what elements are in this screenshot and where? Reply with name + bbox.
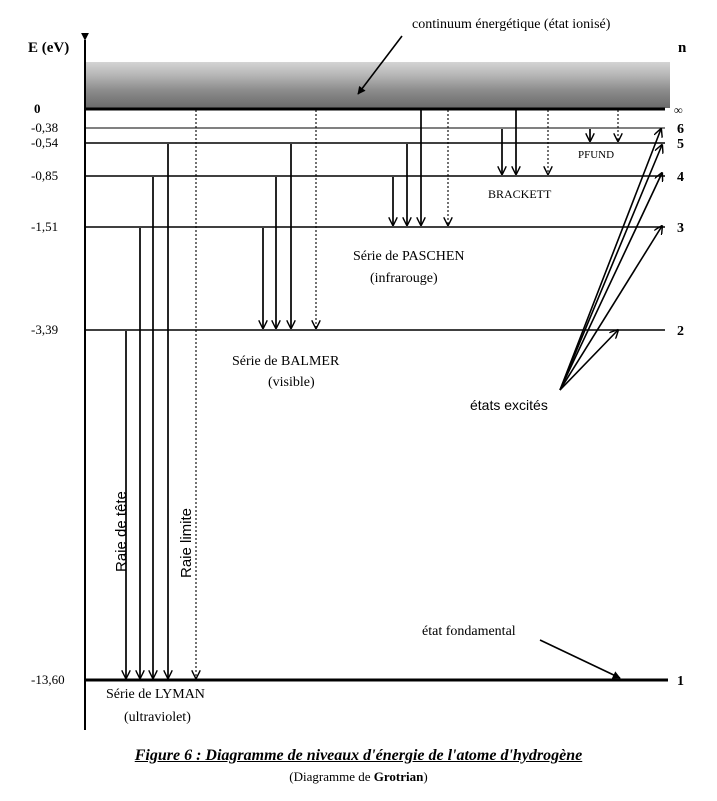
etat-fondamental-label: état fondamental xyxy=(422,624,516,639)
lyman-label-1: Série de LYMAN xyxy=(106,687,205,702)
energy-label-1: -13,60 xyxy=(31,672,65,687)
n-label-5: 5 xyxy=(677,137,684,152)
energy-levels: 0 ∞ -0,38 6 -0,54 5 -0,85 4 -1,51 3 -3,39 2 -13,60 1 xyxy=(31,101,684,689)
etats-excites-label: états excités xyxy=(470,397,548,413)
pfund-label: PFUND xyxy=(578,149,614,161)
energy-label-4: -0,85 xyxy=(31,168,58,183)
balmer-label-2: (visible) xyxy=(268,375,315,390)
raie-de-tete-label: Raie de tête xyxy=(113,491,130,572)
n-label: n xyxy=(678,40,687,56)
lyman-label-2: (ultraviolet) xyxy=(124,710,191,725)
n-label-2: 2 xyxy=(677,324,684,339)
paschen-label-1: Série de PASCHEN xyxy=(353,249,465,264)
energy-label-6: -0,38 xyxy=(31,120,58,135)
excited-pointers xyxy=(559,129,662,391)
figure-caption: Figure 6 : Diagramme de niveaux d'énergi… xyxy=(134,747,583,764)
n-label-4: 4 xyxy=(677,170,684,185)
subcaption-prefix: (Diagramme de xyxy=(289,769,374,784)
n-label-inf: ∞ xyxy=(674,103,683,117)
subcaption-bold: Grotrian xyxy=(373,769,424,784)
figure-subcaption: (Diagramme de Grotrian) xyxy=(0,769,717,785)
balmer-label-1: Série de BALMER xyxy=(232,354,340,369)
energy-label-5: -0,54 xyxy=(31,135,59,150)
energy-label-inf: 0 xyxy=(34,101,41,116)
continuum-label: continuum énergétique (état ionisé) xyxy=(412,17,611,32)
axis-label: E (eV) xyxy=(28,40,69,56)
energy-label-3: -1,51 xyxy=(31,219,58,234)
energy-label-2: -3,39 xyxy=(31,322,58,337)
continuum-pointer xyxy=(357,35,403,95)
fondamental-pointer xyxy=(539,639,621,679)
n-label-3: 3 xyxy=(677,221,684,236)
n-label-6: 6 xyxy=(677,122,684,137)
subcaption-suffix: ) xyxy=(423,769,428,784)
n-label-1: 1 xyxy=(677,674,684,689)
brackett-label: BRACKETT xyxy=(488,187,552,201)
raie-limite-label: Raie limite xyxy=(178,508,195,578)
continuum-band xyxy=(86,62,670,108)
paschen-label-2: (infrarouge) xyxy=(370,271,438,286)
transitions xyxy=(126,110,618,678)
